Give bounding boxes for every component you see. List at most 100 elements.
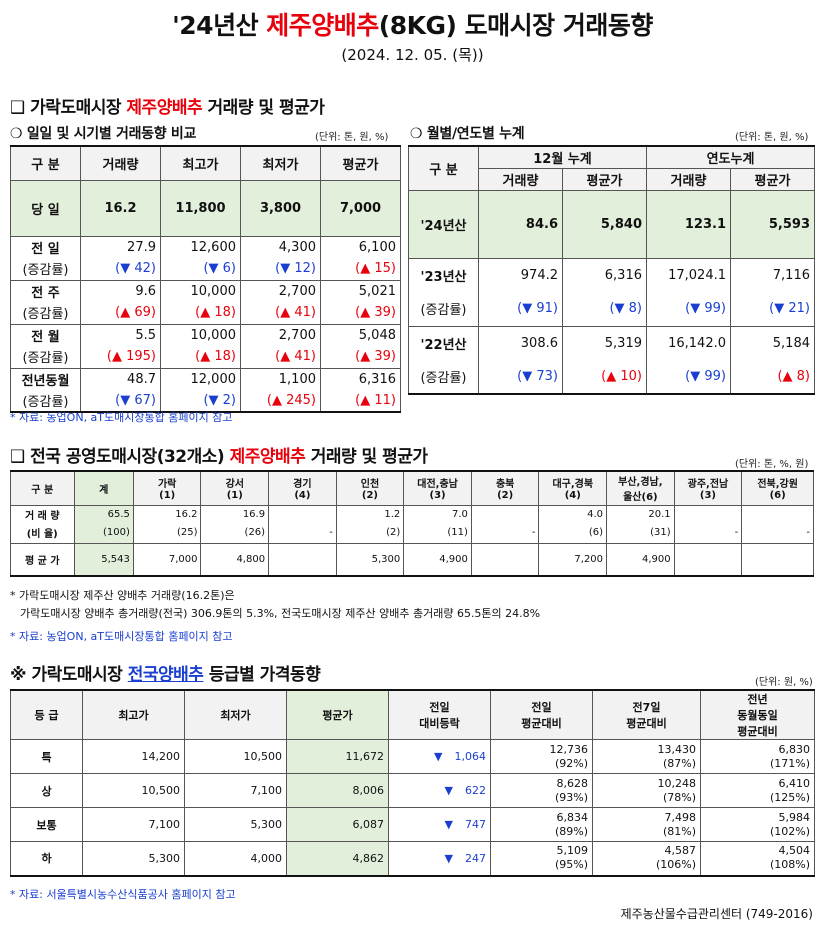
volume-value bbox=[673, 504, 743, 523]
header-line2: (1) bbox=[159, 490, 176, 502]
header-line: 전7일 bbox=[632, 701, 661, 714]
prev-day-avg-percent: (89%) bbox=[554, 824, 588, 838]
price-value: 7,000 bbox=[132, 542, 202, 577]
change-value: (▲ 10) bbox=[562, 360, 647, 395]
header-row: 구 분 12월 누계 연도누계 bbox=[408, 145, 815, 191]
row-label: 전 일 bbox=[10, 235, 81, 258]
volume-row: 거 래 량 65.5 16.2 16.9 1.2 7.0 4.0 20.1 bbox=[10, 504, 814, 523]
last-year-avg-percent: (125%) bbox=[769, 790, 810, 804]
row-label: '23년산 bbox=[408, 257, 479, 292]
change-value: (▼ 21) bbox=[730, 292, 815, 327]
row-value: 974.2 bbox=[478, 257, 563, 292]
change-value: (▼ 99) bbox=[646, 292, 731, 327]
header-line: 등 급 bbox=[34, 709, 59, 722]
header-line2: (2) bbox=[497, 490, 514, 502]
price-value: 7,200 bbox=[538, 542, 608, 577]
today-value: 7,000 bbox=[320, 179, 401, 237]
volume-value: 7.0 bbox=[403, 504, 472, 523]
grade-label: 하 bbox=[10, 841, 83, 877]
row-value: 17,024.1 bbox=[646, 257, 731, 292]
change-row: (증감률) (▲ 69) (▲ 18) (▲ 41) (▲ 39) bbox=[10, 302, 401, 325]
header-line: 평균대비 bbox=[521, 717, 562, 730]
daily-trend-unit: (단위: 톤, 원, %) bbox=[315, 132, 389, 143]
current-value: 5,840 bbox=[562, 189, 647, 259]
grade-label: 상 bbox=[10, 773, 83, 808]
change-value: (▲ 18) bbox=[160, 302, 241, 325]
today-row: 당 일 16.2 11,800 3,800 7,000 bbox=[10, 179, 401, 237]
prev-day-avg: 5,109 (95%) bbox=[490, 841, 593, 877]
column-header: 광주,전남 (3) bbox=[673, 470, 743, 506]
last-year-avg-value: 6,830 bbox=[778, 742, 811, 756]
change-label: (증감률) bbox=[408, 292, 479, 327]
row-value: 5,021 bbox=[320, 279, 401, 302]
header-line: 전일 bbox=[429, 701, 450, 714]
column-subheader: 거래량 bbox=[478, 167, 563, 191]
change-value: (▲ 195) bbox=[80, 346, 161, 369]
last-year-avg-percent: (102%) bbox=[769, 824, 810, 838]
min-price: 4,000 bbox=[184, 841, 287, 877]
avg-price: 11,672 bbox=[286, 739, 389, 774]
column-header: 대전,충남 (3) bbox=[403, 470, 472, 506]
week-avg: 13,430 (87%) bbox=[592, 739, 701, 774]
change-value: (▼ 42) bbox=[80, 258, 161, 281]
change-row: (증감률) (▼ 91) (▼ 8) (▼ 99) (▼ 21) bbox=[408, 292, 815, 327]
column-header: 최고가 bbox=[160, 145, 241, 181]
last-year-avg: 6,830 (171%) bbox=[700, 739, 815, 774]
ratio-value: (31) bbox=[606, 523, 675, 544]
column-header: 경기 (4) bbox=[268, 470, 337, 506]
max-price: 7,100 bbox=[82, 807, 185, 842]
change-label: (증감률) bbox=[10, 302, 81, 325]
column-header: 계 bbox=[73, 470, 134, 506]
row-label: (비 율) bbox=[10, 523, 75, 544]
header-line1: 광주,전남 bbox=[687, 479, 729, 491]
row-value: 48.7 bbox=[80, 367, 161, 390]
avg-price: 4,862 bbox=[286, 841, 389, 877]
down-arrow-icon: ▼ bbox=[444, 818, 453, 831]
current-value: 84.6 bbox=[478, 189, 563, 259]
ratio-value: - bbox=[741, 523, 814, 544]
last-year-avg: 5,984 (102%) bbox=[700, 807, 815, 842]
change-value: (▼ 2) bbox=[160, 390, 241, 413]
row-value: 12,000 bbox=[160, 367, 241, 390]
price-value bbox=[673, 542, 743, 577]
column-header: 최저가 bbox=[240, 145, 321, 181]
row-label: 전 월 bbox=[10, 323, 81, 346]
max-price: 14,200 bbox=[82, 739, 185, 774]
price-value: 5,300 bbox=[335, 542, 405, 577]
prev-day-avg-value: 6,834 bbox=[556, 810, 589, 824]
price-value bbox=[741, 542, 814, 577]
today-value: 11,800 bbox=[160, 179, 241, 237]
avg-price: 8,006 bbox=[286, 773, 389, 808]
row-value: 4,300 bbox=[240, 235, 321, 258]
column-subheader: 거래량 bbox=[646, 167, 731, 191]
prev-day-avg: 6,834 (89%) bbox=[490, 807, 593, 842]
row-value: 9.6 bbox=[80, 279, 161, 302]
table-row: 상 10,500 7,100 8,006 ▼ 622 8,628 (93%) 10,248 (78… bbox=[10, 773, 815, 808]
min-price: 7,100 bbox=[184, 773, 287, 808]
page-title: '24년산 제주양배추(8KG) 도매시장 거래동향 bbox=[172, 11, 653, 40]
ratio-value: (6) bbox=[538, 523, 608, 544]
avg-price: 6,087 bbox=[286, 807, 389, 842]
last-year-avg-value: 4,504 bbox=[778, 844, 811, 858]
current-value: 5,593 bbox=[730, 189, 815, 259]
section2-note1: * 가락도매시장 제주산 양배추 거래량(16.2톤)은 bbox=[10, 589, 235, 602]
subheader-row: 거래량 평균가 거래량 평균가 bbox=[409, 167, 815, 191]
table-row: '22년산 308.6 5,319 16,142.0 5,184 bbox=[408, 325, 815, 360]
ratio-row: (비 율) (100) (25) (26) - (2) (11) - (6) (31) - - bbox=[10, 523, 814, 544]
ratio-value: (25) bbox=[132, 523, 202, 544]
volume-value: 1.2 bbox=[335, 504, 405, 523]
change-amount: 1,064 bbox=[454, 750, 487, 763]
week-avg-value: 10,248 bbox=[657, 776, 697, 790]
change-value: (▲ 39) bbox=[320, 346, 401, 369]
grade-price-table: 등 급 최고가 최저가 평균가 전일 대비등락 전일 평균대비 전7일 평균대비 전년 동월동일 평균대… bbox=[10, 689, 815, 877]
column-header: 구 분 bbox=[10, 145, 81, 181]
section2-source: * 자료: 농업ON, aT도매시장통합 홈페이지 참고 bbox=[10, 630, 233, 643]
header-line1: 충북 bbox=[495, 479, 515, 491]
column-header: 최고가 bbox=[82, 689, 185, 740]
row-value: 10,000 bbox=[160, 279, 241, 302]
price-row: 평 균 가 5,543 7,000 4,800 5,300 4,900 7,200 4,900 bbox=[10, 542, 814, 577]
change-amount: 622 bbox=[465, 784, 486, 797]
column-header: 12월 누계 bbox=[478, 145, 647, 169]
row-value: 6,316 bbox=[320, 367, 401, 390]
last-year-avg-percent: (171%) bbox=[769, 756, 810, 770]
